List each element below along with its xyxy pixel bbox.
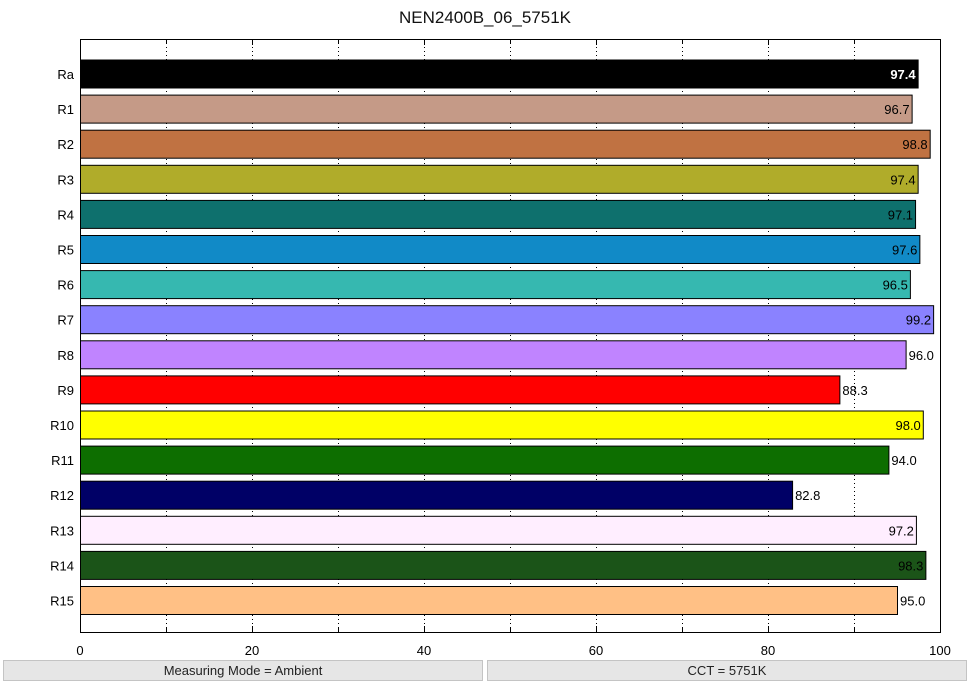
bar-R11 (80, 445, 890, 475)
value-label: 99.2 (906, 313, 931, 328)
x-tick-label: 0 (76, 643, 83, 658)
bar-R3 (80, 164, 919, 194)
bar-R15 (80, 586, 898, 615)
bar-R8 (80, 340, 907, 370)
bar-R10 (80, 410, 924, 440)
value-label: 97.2 (889, 523, 914, 538)
category-label: R11 (51, 453, 74, 468)
x-tick-label: 80 (761, 643, 775, 658)
x-tick-label: 20 (245, 643, 259, 658)
value-label: 95.0 (900, 594, 925, 609)
bar-Ra (80, 59, 919, 89)
category-label: R10 (50, 418, 74, 433)
axis-ticks (80, 39, 941, 632)
value-label: 97.4 (890, 67, 916, 82)
bar-R7 (80, 305, 935, 335)
value-label: 98.8 (902, 137, 927, 152)
category-label: R4 (57, 207, 74, 222)
category-label: R8 (57, 348, 74, 363)
value-label: 96.5 (883, 278, 908, 293)
x-tick-label: 100 (929, 643, 951, 658)
category-labels: Ra R1 R2 R3 R4 R5 R6 R7 R8 R9 R10 R11 R12 R13 R14 R15 (50, 67, 75, 609)
category-label: R7 (57, 313, 74, 328)
cct-status: CCT = 5751K (487, 660, 967, 681)
category-label: R1 (57, 102, 74, 117)
value-label: 82.8 (795, 488, 820, 503)
category-label: R5 (57, 243, 74, 258)
bar-R12 (80, 480, 794, 510)
category-label: R9 (57, 383, 74, 398)
category-label: R3 (57, 172, 74, 187)
category-label: Ra (57, 67, 74, 82)
x-tick-labels: 0 20 40 60 80 100 (76, 643, 950, 658)
value-label: 96.7 (884, 102, 909, 117)
category-label: R14 (50, 558, 74, 573)
x-tick-label: 40 (417, 643, 431, 658)
measuring-mode-status: Measuring Mode = Ambient (3, 660, 483, 681)
bar-R1 (80, 94, 913, 124)
bar-R4 (80, 199, 917, 229)
grid-lines (166, 39, 855, 632)
bar-R9 (80, 375, 841, 405)
category-label: R6 (57, 278, 74, 293)
value-label: 94.0 (891, 453, 916, 468)
value-label: 97.4 (890, 172, 915, 187)
value-label: 96.0 (909, 348, 934, 363)
value-label: 88.3 (842, 383, 867, 398)
value-label: 97.1 (888, 207, 913, 222)
category-label: R2 (57, 137, 74, 152)
category-label: R12 (50, 488, 74, 503)
value-label: 98.3 (898, 558, 923, 573)
value-label: 97.6 (892, 243, 917, 258)
bar-R2 (80, 129, 931, 159)
bar-R13 (80, 515, 917, 545)
value-label: 98.0 (895, 418, 920, 433)
x-tick-label: 60 (589, 643, 603, 658)
bar-R6 (80, 270, 911, 300)
bar-R14 (80, 550, 927, 580)
chart-title: NEN2400B_06_5751K (398, 8, 572, 27)
category-label: R13 (50, 523, 74, 538)
bars (80, 59, 935, 615)
bar-R5 (80, 235, 921, 264)
category-label: R15 (50, 594, 74, 609)
bar-chart: Ra R1 R2 R3 R4 R5 R6 R7 R8 R9 R10 R11 R12 R13 R14 R15 0… (50, 39, 951, 658)
value-labels: 97.4 96.7 98.8 97.4 97.1 97.6 96.5 99.2 96.0 88.3… (795, 67, 934, 609)
